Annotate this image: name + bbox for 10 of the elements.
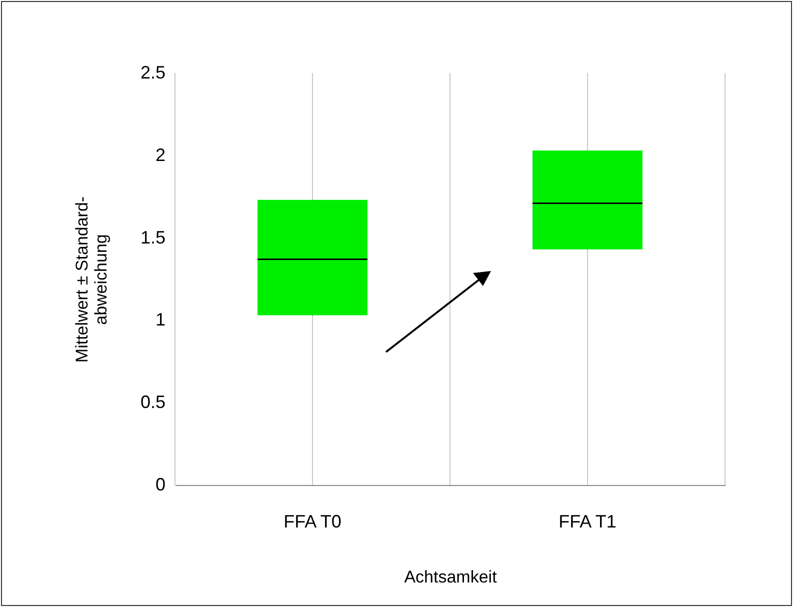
x-axis-title: Achtsamkeit bbox=[404, 568, 498, 586]
y-tick-label: 2 bbox=[155, 144, 166, 165]
x-tick-label: FFA T1 bbox=[558, 512, 616, 532]
y-tick-label: 1 bbox=[155, 310, 166, 330]
y-tick-label: 0 bbox=[155, 474, 166, 494]
x-tick-label: FFA T0 bbox=[284, 512, 342, 532]
y-axis-title: Mittelwert ± Standard- abweichung bbox=[72, 196, 110, 363]
y-tick-label: 2.5 bbox=[140, 62, 166, 82]
y-tick-label: 1.5 bbox=[140, 227, 166, 248]
y-tick-label: 0.5 bbox=[140, 392, 166, 412]
